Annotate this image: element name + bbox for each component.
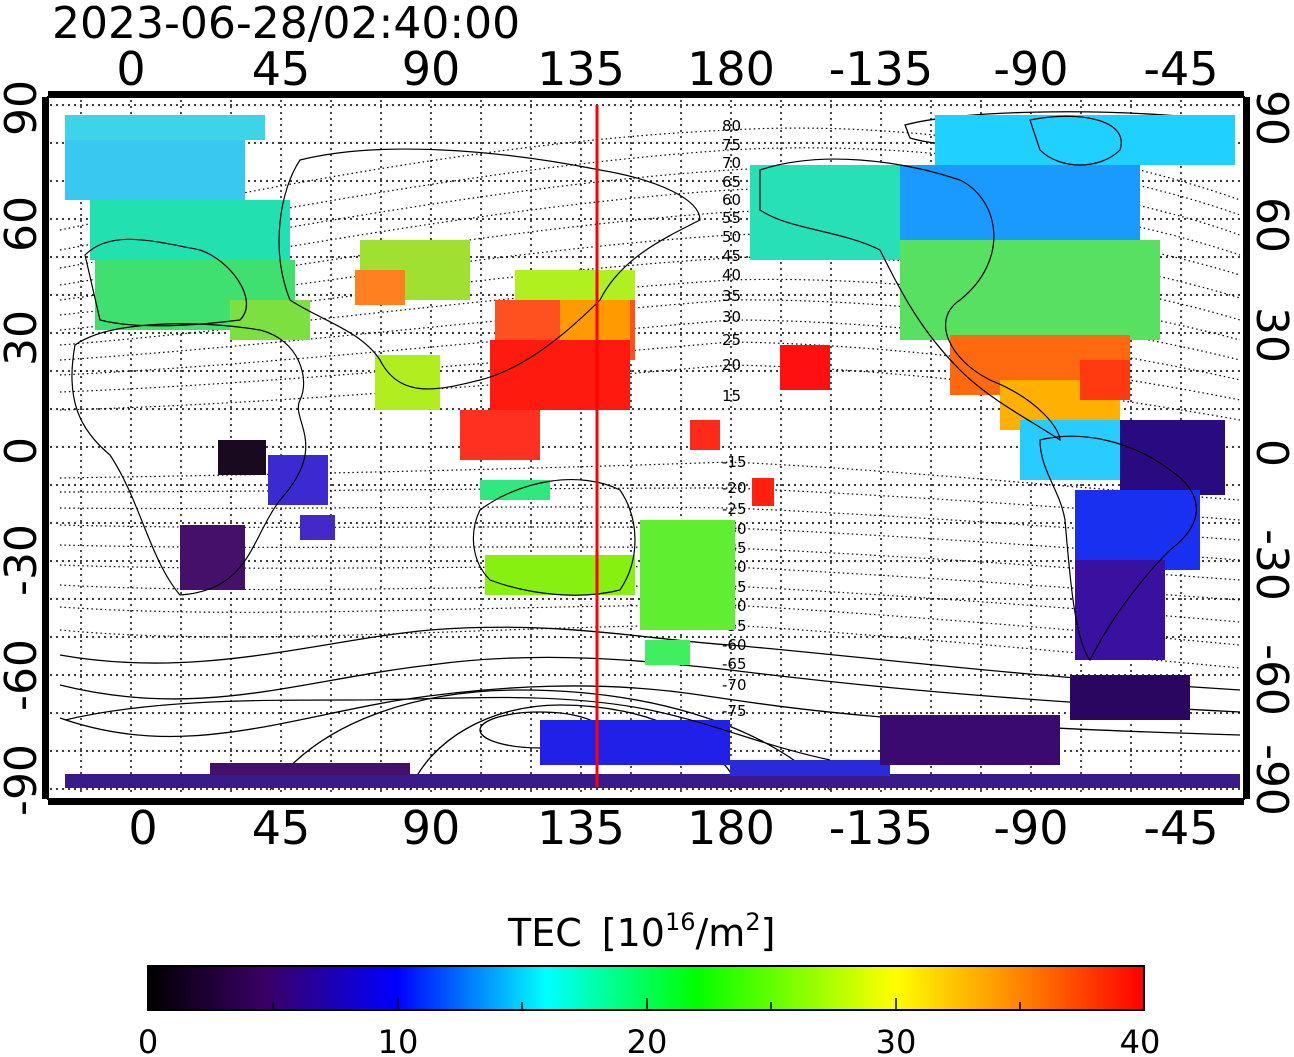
colorbar-gradient <box>147 965 1145 1011</box>
contour-label: -60 <box>722 636 747 654</box>
contour-label: 30 <box>722 308 741 326</box>
top-longitude-labels: 0 45 90 135 180 -135 -90 -45 <box>116 42 1218 96</box>
tec-patch-europe-mid <box>90 200 290 260</box>
tec-patch-north-america-arctic <box>935 115 1235 165</box>
contour-label: -15 <box>722 453 747 471</box>
tec-patch-antarctic-pen <box>880 715 1060 765</box>
top-lon-label: -135 <box>829 42 933 96</box>
left-lat-label: 60 <box>0 196 47 252</box>
contour-label: 35 <box>722 287 741 305</box>
tec-patch-south-china-sea <box>490 340 630 410</box>
right-lat-label: 0 <box>1246 439 1294 467</box>
bottom-lon-label: -45 <box>1143 801 1218 855</box>
top-lon-label: 135 <box>537 42 625 96</box>
contour-label: -75 <box>722 702 747 720</box>
top-lon-label: 0 <box>116 42 145 96</box>
tec-patch-antarctic-south <box>210 763 410 775</box>
right-lat-label: 60 <box>1246 197 1294 253</box>
tec-patch-mediterranean <box>230 300 310 340</box>
contour-label: -70 <box>722 676 747 694</box>
tec-patch-india <box>375 355 440 410</box>
bottom-lon-label: -90 <box>993 801 1068 855</box>
contour-label: 65 <box>722 173 741 191</box>
top-lon-label: 180 <box>687 42 775 96</box>
bottom-lon-label: 0 <box>128 801 157 855</box>
tec-patch-pacific-north <box>780 345 830 390</box>
contour-label: 25 <box>722 331 741 349</box>
bottom-lon-label: 90 <box>402 801 461 855</box>
top-lon-label: 90 <box>402 42 461 96</box>
tec-patch-maritime <box>460 410 540 460</box>
tec-patch-madagascar <box>300 515 335 540</box>
tec-patch-australia <box>485 555 635 595</box>
tec-patch-europe-high <box>65 115 265 140</box>
contour-label: 75 <box>722 136 741 154</box>
left-lat-label: -60 <box>0 639 47 711</box>
tec-patch-pacific-south <box>752 478 774 506</box>
tec-patch-south-america-north <box>1020 420 1120 480</box>
contour-label: -25 <box>722 500 747 518</box>
top-lon-label: -45 <box>1143 42 1218 96</box>
contour-label: -65 <box>722 655 747 673</box>
contour-label: -20 <box>722 479 747 497</box>
tec-patch-caribbean <box>1080 360 1130 400</box>
tec-patch-drake <box>1070 675 1190 720</box>
bottom-lon-label: 135 <box>537 801 625 855</box>
bottom-longitude-labels: 0 45 90 135 180 -135 -90 -45 <box>128 801 1218 855</box>
right-lat-label: -30 <box>1246 529 1294 601</box>
left-lat-label: 90 <box>0 80 47 136</box>
contour-label: 15 <box>722 387 741 405</box>
contour-label: 45 <box>722 247 741 265</box>
colorbar: 0 10 20 30 40 <box>138 965 1161 1057</box>
tec-patch-new-zealand <box>640 520 735 630</box>
left-latitude-labels: 90 60 30 0 -30 -60 -90 <box>0 80 47 816</box>
bottom-lon-label: -135 <box>829 801 933 855</box>
tec-patch-pacific-west <box>690 420 720 450</box>
left-lat-label: -90 <box>0 744 47 816</box>
right-lat-label: 30 <box>1246 307 1294 363</box>
tec-patch-us <box>900 240 1160 340</box>
contour-label: 60 <box>722 191 741 209</box>
colorbar-tick: 20 <box>627 1023 668 1057</box>
left-lat-label: 0 <box>0 437 47 465</box>
tec-patch-antarctic-east <box>730 760 890 776</box>
contour-label: 55 <box>722 209 741 227</box>
top-lon-label: -90 <box>993 42 1068 96</box>
left-lat-label: -30 <box>0 524 47 596</box>
contour-label: 70 <box>722 154 741 172</box>
tec-patch-central-africa <box>218 440 266 475</box>
right-latitude-labels: 90 60 30 0 -30 -60 -90 <box>1246 90 1294 816</box>
colorbar-tick: 0 <box>138 1023 158 1057</box>
contour-label: 80 <box>722 117 741 135</box>
tec-patch-japan <box>560 300 630 340</box>
colorbar-tick: 40 <box>1120 1023 1161 1057</box>
right-lat-label: 90 <box>1246 90 1294 146</box>
tec-patch-south-america-east <box>1120 420 1225 495</box>
bottom-lon-label: 180 <box>687 801 775 855</box>
tec-patch-antarctic-blue <box>540 720 730 765</box>
tec-patch-europe <box>65 140 245 200</box>
coastlines <box>64 115 1197 761</box>
tec-patch-antarctic-band <box>65 774 1240 788</box>
tec-patch-southern-africa <box>180 525 245 590</box>
contour-label: 50 <box>722 228 741 246</box>
tec-patch-central-asia-south <box>355 270 405 305</box>
timestamp-title: 2023-06-28/02:40:00 <box>52 0 520 49</box>
colorbar-tick: 30 <box>876 1023 917 1057</box>
tec-patch-tasman <box>645 640 690 665</box>
top-lon-label: 45 <box>252 42 311 96</box>
tec-patch-south-america-mid <box>1075 490 1200 570</box>
right-lat-label: -90 <box>1246 744 1294 816</box>
right-lat-label: -60 <box>1246 644 1294 716</box>
left-lat-label: 30 <box>0 310 47 366</box>
contour-label: 40 <box>722 266 741 284</box>
tec-patch-east-africa <box>268 455 328 505</box>
contour-label: 20 <box>722 356 741 374</box>
colorbar-tick: 10 <box>378 1023 419 1057</box>
bottom-lon-label: 45 <box>252 801 311 855</box>
colorbar-title: TEC [1016/m2] <box>507 908 775 955</box>
